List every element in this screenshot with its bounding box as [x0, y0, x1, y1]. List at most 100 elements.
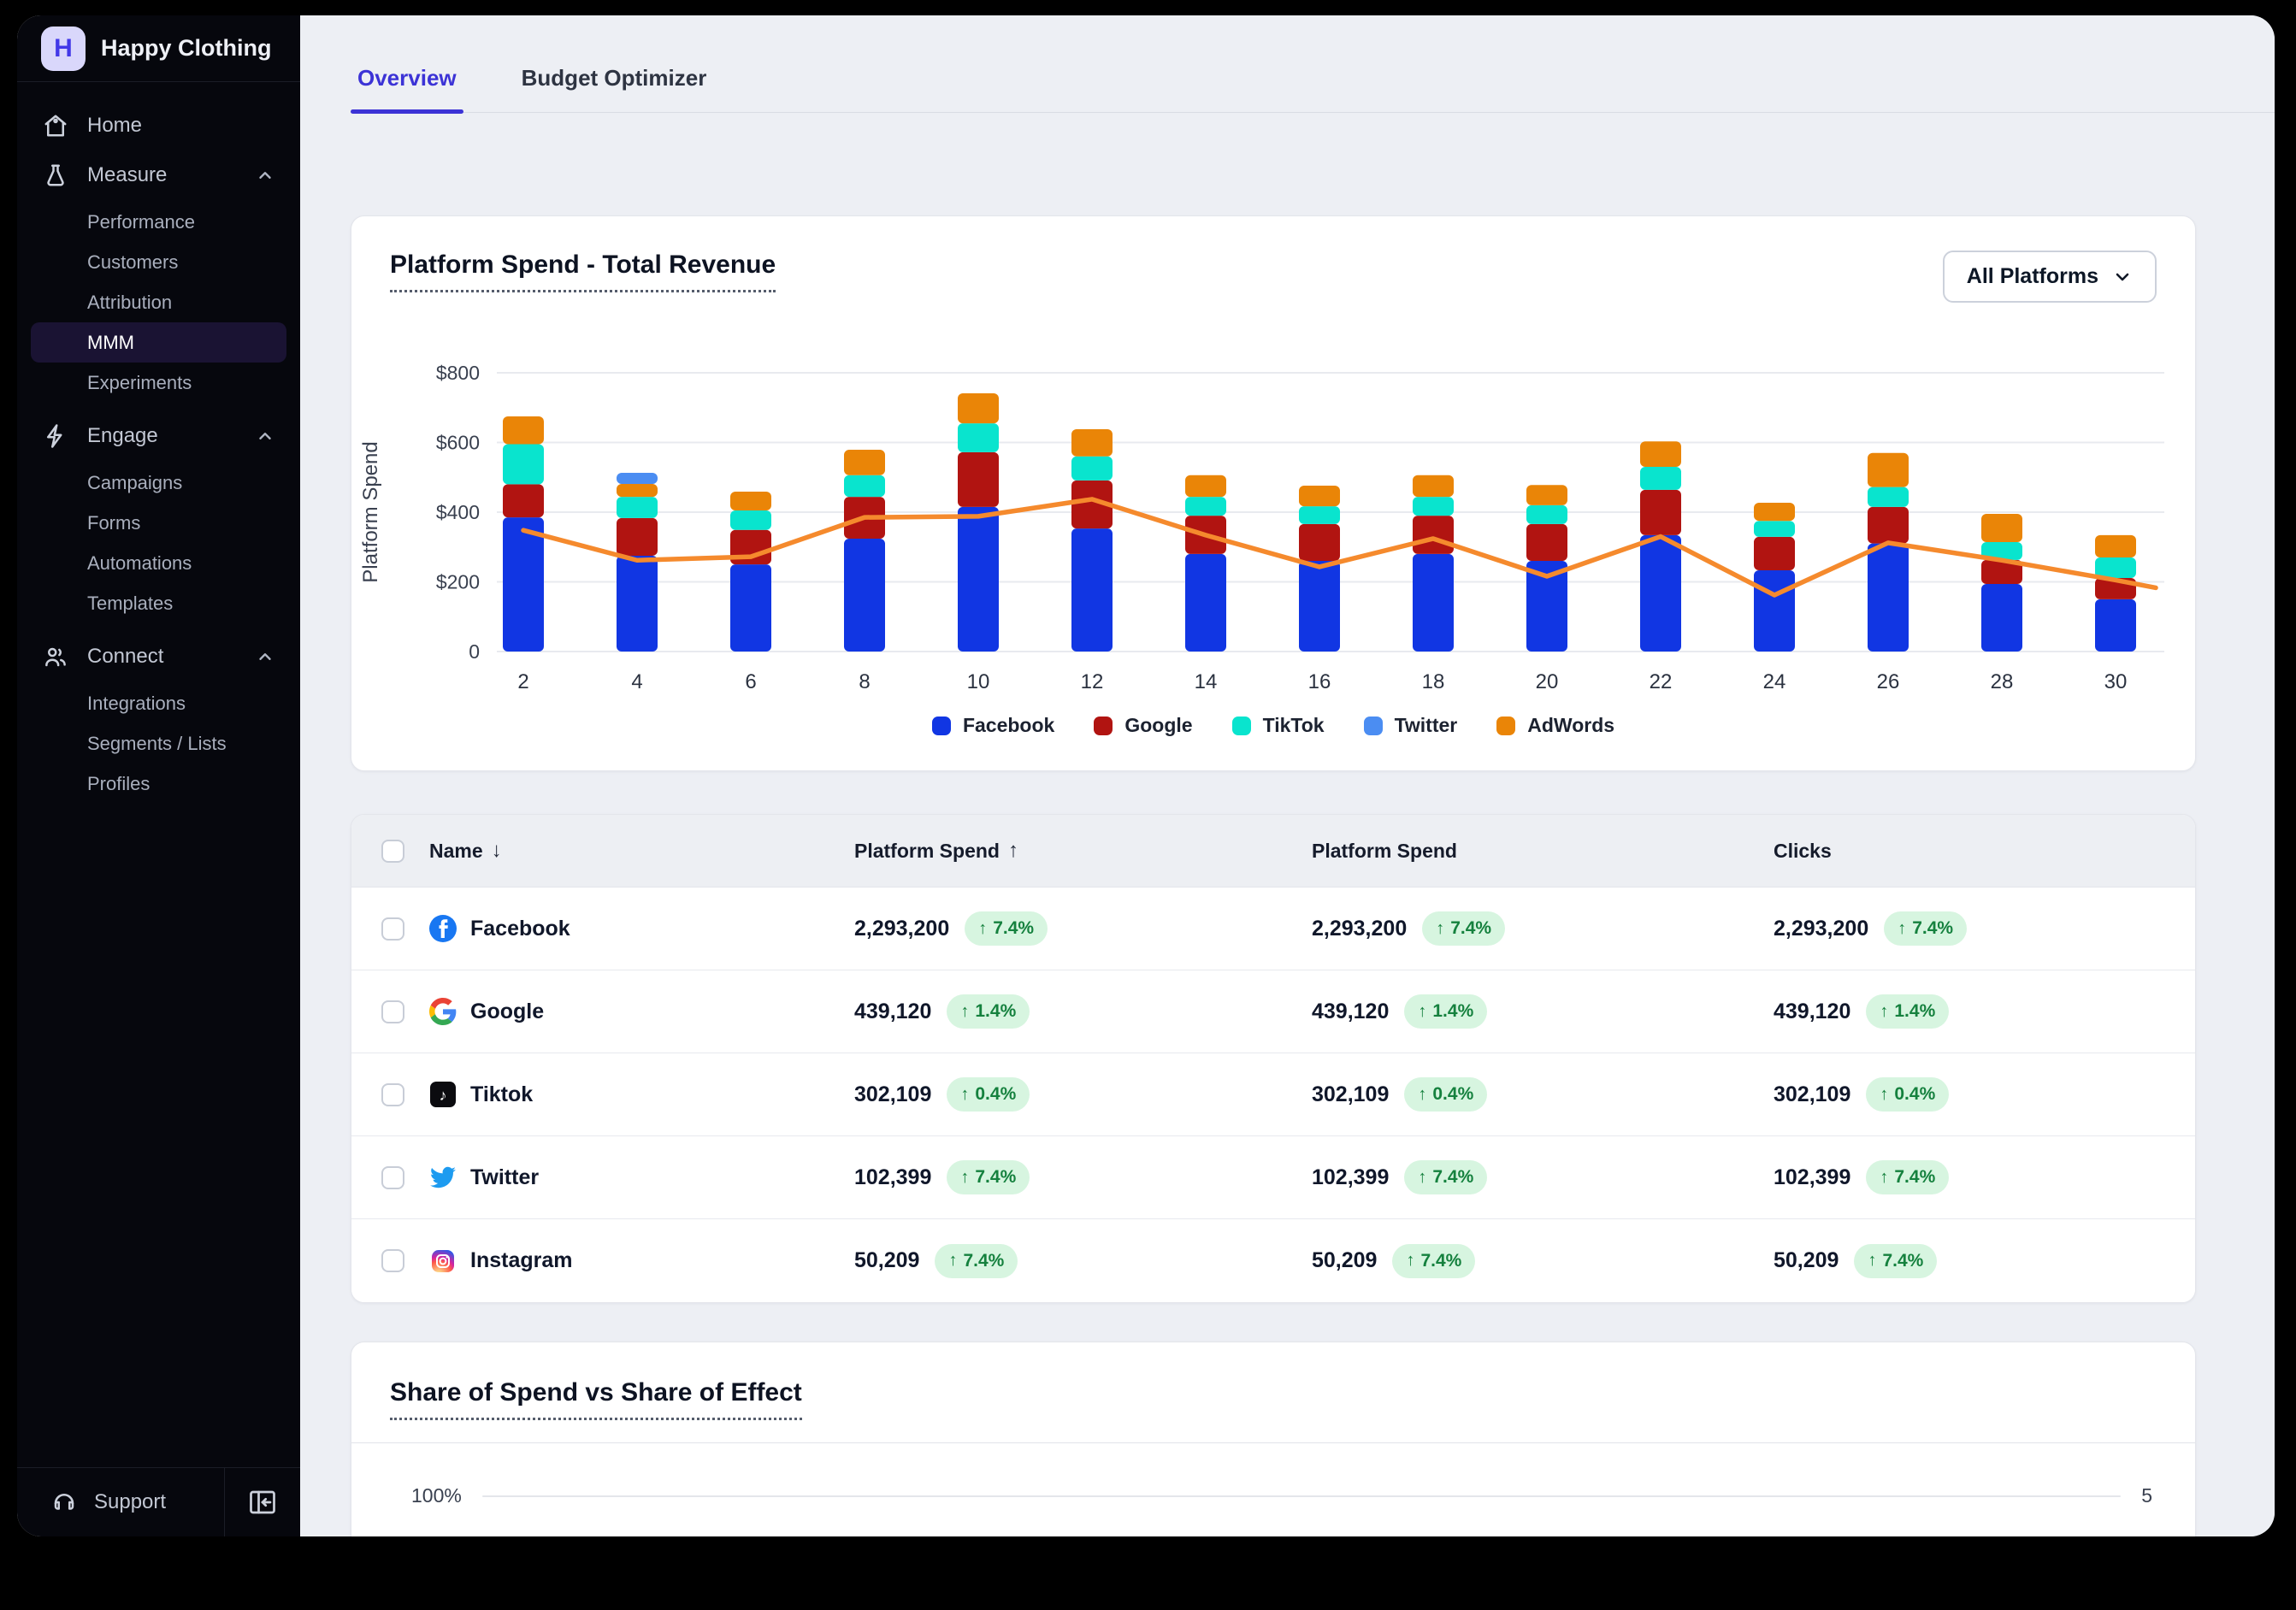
- delta-badge: ↑ 7.4%: [1866, 1160, 1950, 1194]
- svg-text:10: 10: [967, 670, 990, 693]
- table-row[interactable]: Google 439,120 ↑ 1.4% 439,120 ↑ 1.4% 439,120…: [351, 970, 2195, 1053]
- sidebar-item-label: Engage: [87, 424, 158, 447]
- brand-name: Happy Clothing: [101, 35, 272, 61]
- svg-text:16: 16: [1308, 670, 1331, 693]
- legend-item: Google: [1094, 714, 1193, 737]
- select-all-checkbox[interactable]: [381, 839, 404, 863]
- svg-text:24: 24: [1763, 670, 1786, 693]
- row-checkbox[interactable]: [381, 1165, 404, 1189]
- flask-icon: [47, 164, 64, 186]
- table-row[interactable]: Facebook 2,293,200 ↑ 7.4% 2,293,200 ↑ 7.4% 2…: [351, 888, 2195, 970]
- svg-text:$800: $800: [436, 362, 480, 384]
- panel-collapse-icon: [250, 1490, 275, 1514]
- sidebar-item-performance[interactable]: Performance: [87, 210, 195, 233]
- table-header: Name ↓ Platform Spend ↑ Platform Spend Cli…: [351, 815, 2195, 888]
- column-header-platform-spend[interactable]: Platform Spend ↑: [854, 839, 1018, 862]
- arrow-up-icon: ↑: [1436, 918, 1445, 938]
- sidebar-item-campaigns[interactable]: Campaigns: [87, 471, 183, 493]
- svg-text:22: 22: [1650, 670, 1673, 693]
- legend-swatch-icon: [931, 716, 951, 735]
- svg-text:8: 8: [859, 670, 870, 693]
- card-title: Share of Spend vs Share of Effect: [390, 1378, 802, 1420]
- sidebar-item-attribution[interactable]: Attribution: [87, 291, 173, 313]
- svg-text:14: 14: [1195, 670, 1218, 693]
- legend-label: Twitter: [1394, 714, 1458, 736]
- delta-badge: ↑ 0.4%: [1404, 1077, 1488, 1112]
- engage-submenu: Campaigns Forms Automations Templates: [31, 463, 286, 623]
- svg-text:28: 28: [1991, 670, 2014, 693]
- brand-logo: H: [41, 26, 86, 71]
- users-icon: [45, 647, 66, 667]
- platform-name: Instagram: [470, 1248, 573, 1272]
- row-checkbox[interactable]: [381, 917, 404, 941]
- headset-icon: [54, 1494, 74, 1510]
- sidebar-item-customers[interactable]: Customers: [87, 251, 179, 273]
- table-row[interactable]: Twitter 102,399 ↑ 7.4% 102,399 ↑ 7.4% 102,39…: [351, 1136, 2195, 1219]
- sidebar-item-engage[interactable]: Engage: [31, 411, 286, 461]
- delta-badge: ↑ 7.4%: [1884, 911, 1968, 946]
- sidebar-item-mmm[interactable]: MMM: [31, 322, 286, 363]
- table-row[interactable]: ♪ Tiktok 302,109 ↑ 0.4% 302,109 ↑ 0.4% 302,1…: [351, 1053, 2195, 1136]
- svg-text:0: 0: [469, 640, 480, 663]
- svg-text:$600: $600: [436, 432, 480, 454]
- legend-swatch-icon: [1363, 716, 1383, 735]
- delta-badge: ↑ 1.4%: [947, 994, 1030, 1029]
- row-checkbox[interactable]: [381, 1082, 404, 1106]
- arrow-up-icon: ↑: [1418, 1001, 1427, 1021]
- arrow-up-icon: ↑: [1868, 1251, 1877, 1270]
- legend-item: Facebook: [931, 714, 1054, 737]
- delta-badge: ↑ 0.4%: [947, 1077, 1030, 1112]
- axis-right-label: 5: [2141, 1484, 2152, 1507]
- platform-filter-dropdown[interactable]: All Platforms: [1942, 251, 2157, 303]
- chart-legend: Facebook Google TikTok Twitter AdWords: [351, 714, 2195, 737]
- delta-badge: ↑ 7.4%: [1422, 911, 1506, 946]
- sidebar-item-profiles[interactable]: Profiles: [87, 772, 151, 794]
- twitter-icon: [429, 1164, 457, 1191]
- sidebar-footer: Support: [17, 1467, 300, 1536]
- delta-badge: ↑ 7.4%: [947, 1160, 1030, 1194]
- delta-badge: ↑ 7.4%: [935, 1243, 1018, 1278]
- legend-swatch-icon: [1496, 716, 1516, 735]
- sidebar-item-connect[interactable]: Connect: [31, 632, 286, 681]
- row-checkbox[interactable]: [381, 1249, 404, 1272]
- arrow-up-icon: ↑: [1406, 1251, 1415, 1270]
- workspace-switcher[interactable]: H Happy Clothing: [17, 15, 300, 82]
- arrow-up-icon: ↑: [960, 1001, 970, 1021]
- arrow-up-icon: ↑: [978, 918, 988, 938]
- column-header-platform-spend-2[interactable]: Platform Spend: [1312, 839, 1457, 862]
- tab-overview[interactable]: Overview: [351, 50, 463, 114]
- arrow-up-icon: ↑: [1880, 1084, 1889, 1104]
- table-row[interactable]: Instagram 50,209 ↑ 7.4% 50,209 ↑ 7.4% 50,209…: [351, 1219, 2195, 1302]
- google-icon: [429, 998, 457, 1025]
- sidebar-nav: Home Measure Performance Customers Attri…: [17, 82, 300, 1467]
- sidebar-item-templates[interactable]: Templates: [87, 592, 174, 614]
- svg-text:2: 2: [517, 670, 528, 693]
- tab-budget-optimizer[interactable]: Budget Optimizer: [521, 65, 707, 91]
- arrow-up-icon: ↑: [1880, 1167, 1889, 1187]
- platform-name: Twitter: [470, 1165, 540, 1189]
- sidebar-item-measure[interactable]: Measure: [31, 150, 286, 200]
- sidebar-item-automations[interactable]: Automations: [87, 551, 192, 574]
- sidebar-item-segments-lists[interactable]: Segments / Lists: [87, 732, 227, 754]
- platform-name: Facebook: [470, 916, 570, 941]
- chevron-down-icon: [2116, 273, 2129, 280]
- sidebar-item-integrations[interactable]: Integrations: [87, 692, 186, 714]
- row-checkbox[interactable]: [381, 1000, 404, 1023]
- platform-spend-chart: 0 $200 $400 $600 $800 Platform Spend 2 4 6 8 10 12 1…: [351, 345, 2197, 704]
- legend-label: Google: [1124, 714, 1193, 736]
- sidebar-item-experiments[interactable]: Experiments: [87, 371, 192, 393]
- sidebar-item-forms[interactable]: Forms: [87, 511, 141, 534]
- column-header-name[interactable]: Name ↓: [429, 839, 502, 862]
- sidebar-item-home[interactable]: Home: [31, 101, 286, 150]
- column-header-clicks[interactable]: Clicks: [1774, 839, 1832, 862]
- chevron-up-icon: [259, 653, 271, 660]
- arrow-up-icon: ↑: [1898, 918, 1907, 938]
- legend-label: TikTok: [1262, 714, 1325, 736]
- platform-filter-value: All Platforms: [1966, 264, 2098, 288]
- collapse-sidebar-button[interactable]: [225, 1468, 300, 1536]
- tab-bar: Overview Budget Optimizer: [351, 15, 2275, 114]
- support-button[interactable]: Support: [17, 1468, 225, 1536]
- platform-spend-card: Platform Spend - Total Revenue All Platf…: [351, 215, 2196, 771]
- arrow-up-icon: ↑: [1418, 1167, 1427, 1187]
- legend-item: AdWords: [1496, 714, 1614, 737]
